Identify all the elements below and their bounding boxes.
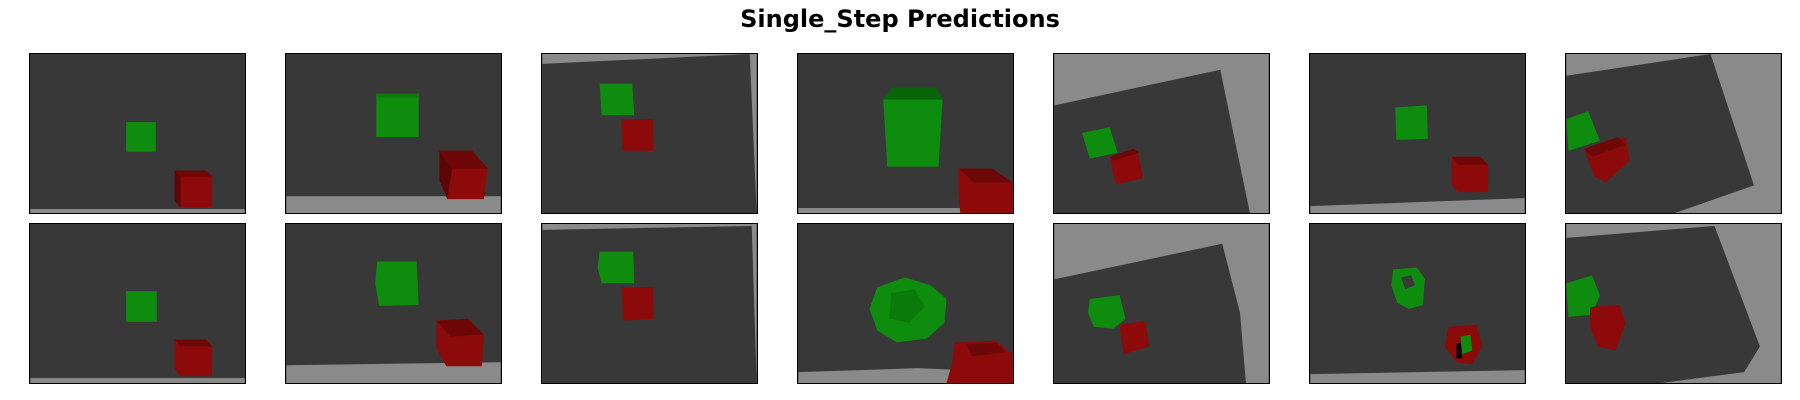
scene-image (1310, 224, 1525, 383)
ground-truth-frame-3 (541, 53, 758, 214)
red-cube (621, 119, 654, 151)
scene-image (798, 54, 1013, 213)
ground-truth-frame-4 (797, 53, 1014, 214)
prediction-frame-6 (1309, 223, 1526, 384)
green-cube (598, 252, 635, 284)
prediction-frame-3 (541, 223, 758, 384)
scene-image (1566, 54, 1781, 213)
floor-strip (30, 209, 244, 213)
scene-image (286, 224, 501, 383)
prediction-frame-2 (285, 223, 502, 384)
ground-truth-frame-5 (1053, 53, 1270, 214)
red-cube (621, 287, 654, 321)
green-cube (376, 94, 418, 137)
scene-image (542, 224, 757, 383)
prediction-frame-4 (797, 223, 1014, 384)
green-cube (126, 291, 157, 322)
floor-strip (30, 378, 244, 383)
prediction-frame-7 (1565, 223, 1782, 384)
scene-image (286, 54, 501, 213)
prediction-frame-5 (1053, 223, 1270, 384)
green-cube (375, 262, 418, 306)
scene-image (798, 224, 1013, 383)
scene-image (1310, 54, 1525, 213)
ground-truth-frame-2 (285, 53, 502, 214)
prediction-frame-1 (29, 223, 246, 384)
scene-image (30, 224, 245, 383)
green-cube (1395, 105, 1428, 140)
scene-image (1054, 224, 1269, 383)
green-cube (600, 84, 635, 116)
ground-truth-frame-1 (29, 53, 246, 214)
green-cube (883, 99, 942, 166)
green-cube (126, 122, 156, 152)
ground-truth-frame-6 (1309, 53, 1526, 214)
scene-image (1054, 54, 1269, 213)
ground-truth-frame-7 (1565, 53, 1782, 214)
scene-image (30, 54, 245, 213)
scene-image (542, 54, 757, 213)
scene-image (1566, 224, 1781, 383)
